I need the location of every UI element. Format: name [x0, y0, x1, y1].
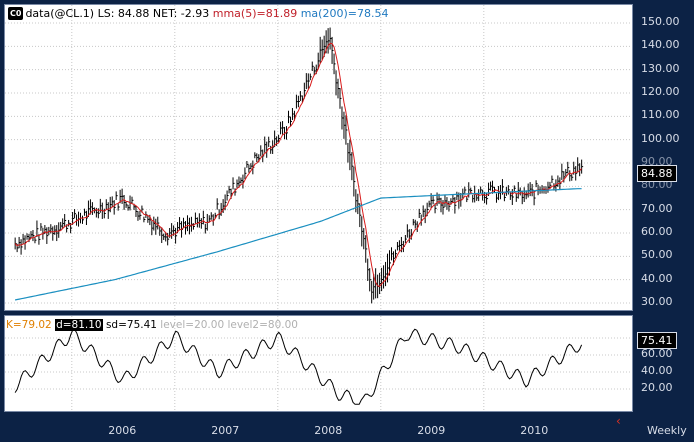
oscillator-legend: K=79.02 d=81.10 sd=75.41 level=20.00 lev… — [6, 319, 298, 332]
mma-legend: mma(5)=81.89 — [212, 7, 298, 20]
price-bars — [14, 27, 584, 304]
k-legend: K=79.02 — [6, 319, 56, 331]
d-legend: d=81.10 — [55, 319, 103, 331]
oscillator-tick-label: 60.00 — [641, 347, 673, 360]
price-tick-label: 50.00 — [641, 248, 673, 262]
price-plot — [5, 5, 632, 310]
year-tick-label: 2008 — [314, 424, 343, 437]
year-tick-label: 2007 — [211, 424, 240, 437]
last-oscillator-box: 75.41 — [637, 332, 677, 349]
scroll-left-icon[interactable]: ‹ — [616, 414, 621, 428]
price-tick-label: 140.00 — [641, 38, 680, 52]
oscillator-panel: K=79.02 d=81.10 sd=75.41 level=20.00 lev… — [4, 315, 633, 412]
price-tick-label: 70.00 — [641, 201, 673, 215]
price-tick-label: 40.00 — [641, 271, 673, 285]
price-tick-label: 130.00 — [641, 61, 680, 75]
price-panel: C0 data(@CL.1) LS: 84.88 NET: -2.93 mma(5… — [4, 4, 633, 311]
ma200-line — [14, 188, 582, 301]
oscillator-plot — [5, 316, 632, 411]
price-tick-label: 110.00 — [641, 108, 680, 122]
oscillator-tick-label: 20.00 — [641, 381, 673, 394]
price-tick-label: 100.00 — [641, 131, 680, 145]
price-tick-label: 30.00 — [641, 295, 673, 308]
mma-line — [14, 42, 582, 287]
ma-legend: ma(200)=78.54 — [297, 7, 389, 20]
last-price-box: 84.88 — [637, 165, 677, 182]
oscillator-tick-label: 40.00 — [641, 364, 673, 377]
price-tick-label: 60.00 — [641, 225, 673, 238]
year-tick-label: 2006 — [108, 424, 137, 437]
year-tick-label: 2009 — [417, 424, 446, 437]
price-tick-label: 120.00 — [641, 85, 680, 98]
level-legend: level=20.00 level2=80.00 — [160, 319, 298, 331]
year-tick-label: 2010 — [520, 424, 549, 437]
price-grid — [5, 5, 632, 310]
price-tick-label: 150.00 — [641, 15, 680, 28]
price-legend: C0 data(@CL.1) LS: 84.88 NET: -2.93 mma(5… — [8, 7, 388, 20]
sd-legend: sd=75.41 — [102, 319, 161, 331]
period-label[interactable]: Weekly — [647, 424, 687, 437]
symbol-text: data(@CL.1) LS: 84.88 NET: -2.93 — [25, 7, 213, 20]
price-tick-label: 90.00 — [641, 155, 673, 168]
oscillator-line — [14, 328, 583, 405]
chart-badge: C0 — [8, 7, 24, 20]
